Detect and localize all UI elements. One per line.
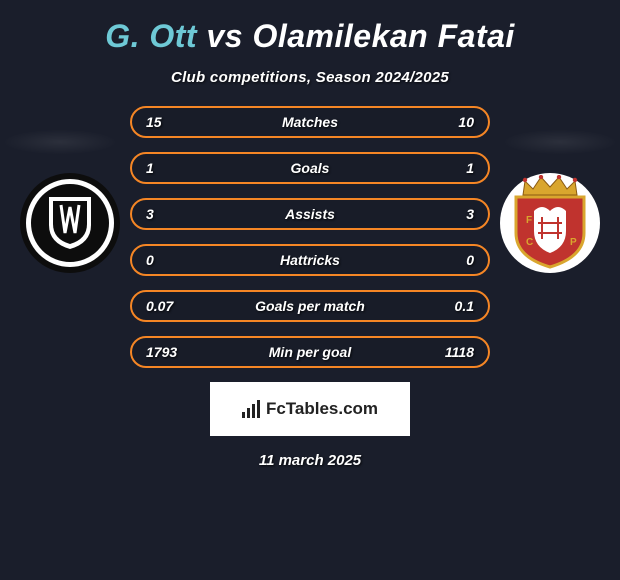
stat-right-value: 0 [434,252,474,268]
brand-text: FcTables.com [266,399,378,419]
club-crest-left [20,173,120,273]
stat-row: 15 Matches 10 [130,106,490,138]
svg-text:P: P [570,237,577,248]
stat-left-value: 0 [146,252,186,268]
bar-chart-icon [242,400,260,418]
stat-row: 1 Goals 1 [130,152,490,184]
stat-row: 0.07 Goals per match 0.1 [130,290,490,322]
stat-right-value: 0.1 [434,298,474,314]
stat-row: 3 Assists 3 [130,198,490,230]
stat-label: Min per goal [186,344,434,360]
shield-icon [47,195,93,251]
stat-row: 0 Hattricks 0 [130,244,490,276]
shadow-left [5,130,115,154]
stat-right-value: 3 [434,206,474,222]
brand-content: FcTables.com [242,399,378,419]
player1-name: G. Ott [105,18,197,54]
stat-left-value: 0.07 [146,298,186,314]
stat-row: 1793 Min per goal 1118 [130,336,490,368]
stat-left-value: 1 [146,160,186,176]
stat-label: Hattricks [186,252,434,268]
subtitle: Club competitions, Season 2024/2025 [0,69,620,86]
club-crest-right: F C P [500,173,600,273]
stats-list: 15 Matches 10 1 Goals 1 3 Assists 3 0 Ha… [130,106,490,368]
stat-left-value: 15 [146,114,186,130]
page-title: G. Ott vs Olamilekan Fatai [0,18,620,55]
stat-right-value: 10 [434,114,474,130]
player2-name: Olamilekan Fatai [252,18,514,54]
stat-label: Assists [186,206,434,222]
svg-text:C: C [526,237,533,248]
stat-left-value: 3 [146,206,186,222]
brand-badge[interactable]: FcTables.com [210,382,410,436]
date-text: 11 march 2025 [0,452,620,469]
svg-text:F: F [526,215,532,226]
stat-label: Goals per match [186,298,434,314]
stat-right-value: 1 [434,160,474,176]
shadow-right [505,130,615,154]
stat-left-value: 1793 [146,344,186,360]
stat-label: Goals [186,160,434,176]
comparison-card: G. Ott vs Olamilekan Fatai Club competit… [0,0,620,479]
main-content: F C P 15 Matches 10 1 Goals 1 3 Assists … [0,106,620,469]
stat-right-value: 1118 [434,344,474,360]
stat-label: Matches [186,114,434,130]
vs-text: vs [206,18,243,54]
shield-right-icon: F C P [512,193,588,269]
